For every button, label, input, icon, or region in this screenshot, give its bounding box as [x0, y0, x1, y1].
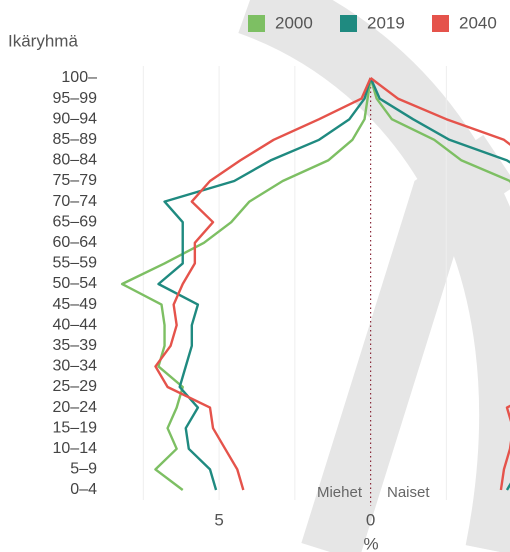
y-tick-label: 60–64	[53, 234, 98, 251]
legend-swatch	[248, 15, 265, 32]
x-tick-label: 5	[214, 510, 223, 529]
y-tick-label: 100–	[61, 69, 97, 86]
y-tick-label: 80–84	[53, 152, 98, 169]
series-line	[369, 77, 510, 491]
legend-swatch	[340, 15, 357, 32]
y-tick-label: 55–59	[53, 255, 98, 272]
y-tick-label: 15–19	[53, 419, 98, 436]
side-label: Naiset	[387, 484, 430, 501]
x-axis-label: %	[363, 534, 378, 552]
series-line	[154, 77, 372, 491]
legend-label: 2000	[275, 13, 313, 32]
y-tick-label: 90–94	[53, 110, 98, 127]
y-tick-label: 85–89	[53, 131, 98, 148]
y-tick-label: 25–29	[53, 378, 98, 395]
y-tick-label: 30–34	[53, 358, 98, 375]
series-line	[120, 77, 372, 491]
series-line	[157, 77, 372, 491]
y-tick-label: 10–14	[53, 440, 98, 457]
y-tick-label: 35–39	[53, 337, 98, 354]
y-tick-label: 70–74	[53, 193, 98, 210]
side-label: Miehet	[317, 484, 363, 501]
y-tick-label: 65–69	[53, 213, 98, 230]
y-tick-label: 40–44	[53, 316, 98, 333]
watermark	[301, 135, 510, 552]
y-tick-label: 95–99	[53, 90, 98, 107]
legend-swatch	[432, 15, 449, 32]
x-tick-label: 0	[366, 510, 375, 529]
plot-area	[120, 77, 510, 491]
y-tick-label: 5–9	[70, 461, 97, 478]
legend-label: 2019	[367, 13, 405, 32]
y-tick-label: 45–49	[53, 296, 98, 313]
y-tick-label: 50–54	[53, 275, 98, 292]
y-axis-label: Ikäryhmä	[8, 31, 78, 50]
y-tick-label: 20–24	[53, 399, 98, 416]
series-line	[369, 77, 510, 184]
legend-label: 2040	[459, 13, 497, 32]
y-tick-label: 75–79	[53, 172, 98, 189]
y-tick-label: 0–4	[70, 481, 97, 498]
